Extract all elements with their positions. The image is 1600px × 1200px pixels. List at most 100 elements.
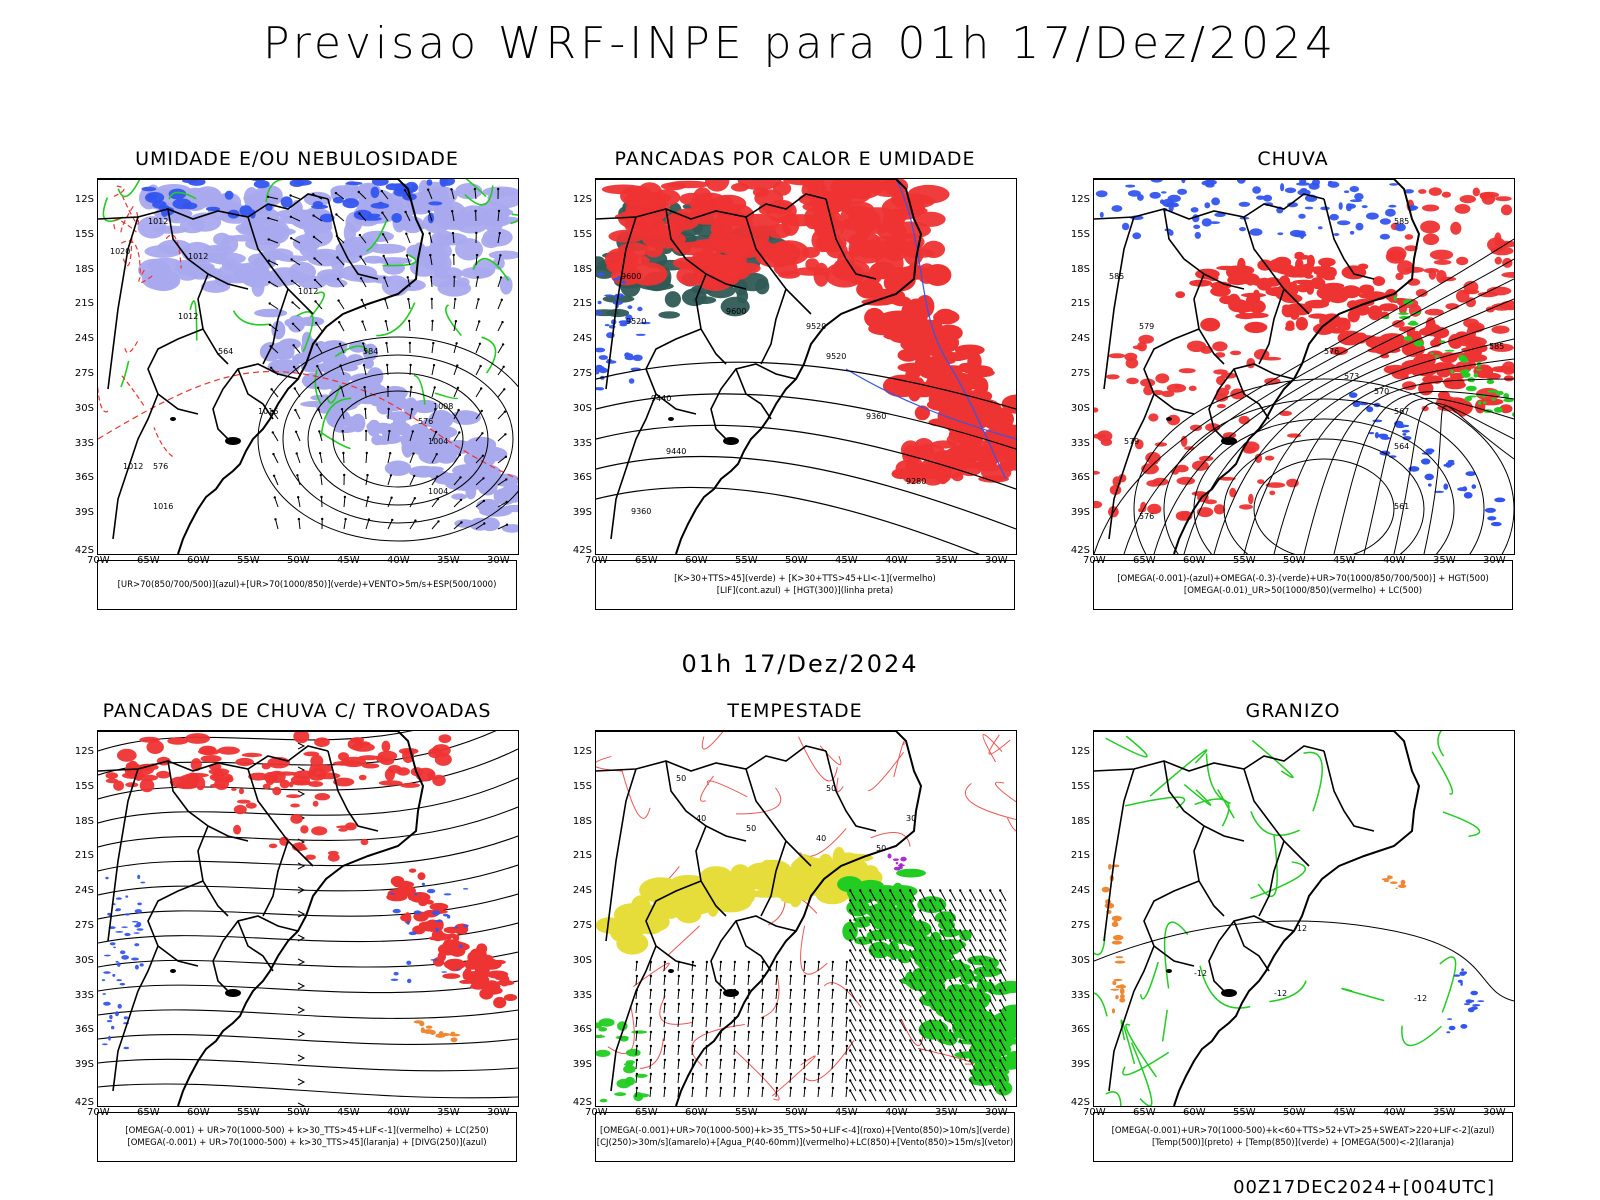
wind-vector <box>969 989 972 992</box>
wind-vector <box>949 1070 957 1082</box>
wind-vector <box>435 453 438 456</box>
streamline <box>98 1083 518 1099</box>
humidity-area <box>291 272 308 284</box>
wind-vector <box>404 210 407 214</box>
humidity-area <box>304 225 333 247</box>
wind-vector <box>869 1080 877 1092</box>
humidity-area <box>317 269 345 281</box>
wind-vector <box>803 1045 806 1056</box>
wind-vector <box>969 929 972 932</box>
wind-vector <box>939 1059 942 1062</box>
omega-area <box>1304 206 1314 210</box>
wind-vector <box>869 1000 877 1012</box>
rain-area <box>1105 374 1120 380</box>
wind-vector <box>999 989 1002 992</box>
omega-area <box>1408 466 1420 472</box>
temp-850-contour <box>1130 1042 1153 1106</box>
lat-tick-label: 39S <box>572 1059 592 1071</box>
wind-vector <box>761 960 765 964</box>
wind-vector <box>338 342 342 346</box>
humidity-area <box>178 266 214 277</box>
humidity-area <box>428 410 454 430</box>
omega-area <box>1349 230 1355 235</box>
wind-vector <box>859 1010 867 1022</box>
wind-vector <box>999 1009 1002 1012</box>
wind-vector <box>969 1009 972 1012</box>
wind-vector <box>979 1009 982 1012</box>
rain-area <box>1288 265 1313 278</box>
wind-vector <box>705 1031 708 1042</box>
wind-vector <box>505 478 508 481</box>
wind-vector <box>939 1000 947 1012</box>
streamline <box>98 893 518 920</box>
rain-area <box>1309 266 1329 273</box>
wind-vector <box>775 1059 778 1070</box>
wind-850-area <box>903 920 932 938</box>
lat-tick-label: 36S <box>74 472 94 484</box>
thickness-contour <box>124 341 139 354</box>
wind-vector <box>889 1040 897 1052</box>
wind-vector <box>869 899 872 902</box>
panel-title: UMIDADE E/OU NEBULOSIDADE <box>135 148 459 170</box>
wind-vector <box>999 940 1007 952</box>
wind-vector <box>450 188 453 191</box>
wind-vector <box>482 477 485 480</box>
wind-850-area <box>904 971 915 987</box>
wind-vector <box>889 960 897 972</box>
wind-vector <box>879 1090 887 1102</box>
wind-vector <box>292 344 295 347</box>
wind-vector <box>889 1039 892 1042</box>
wind-vector <box>296 453 301 464</box>
hail-area <box>1463 971 1467 975</box>
humidity-core <box>141 186 157 192</box>
wind-vector <box>999 1069 1002 1072</box>
wind-850-area <box>1007 1053 1016 1064</box>
wind-vector <box>719 1087 722 1098</box>
rain-area <box>1244 321 1268 333</box>
omega-area <box>1293 232 1307 238</box>
wind-vector <box>635 1003 638 1014</box>
wind-vector <box>831 961 834 972</box>
wind-vector <box>453 499 462 508</box>
omega-area <box>1408 205 1418 211</box>
wind-vector <box>705 1003 708 1014</box>
rain-area <box>1147 503 1162 515</box>
lat-tick-label: 36S <box>1070 1024 1090 1036</box>
wind-vector <box>879 949 882 952</box>
omega-area <box>1471 484 1477 489</box>
contour-label: 567 <box>1394 407 1409 416</box>
instability-li-area <box>936 308 955 320</box>
storm-area <box>245 802 257 809</box>
wind-vector <box>889 979 892 982</box>
wind-vector <box>719 960 723 964</box>
wind-vector <box>789 1087 792 1098</box>
wind-vector <box>859 990 867 1002</box>
wind-vector <box>775 960 779 964</box>
wind-vector <box>939 1050 947 1062</box>
humidity-area <box>407 423 431 444</box>
storm-area <box>241 752 263 758</box>
wind-vector <box>501 320 504 324</box>
lif-contour <box>598 355 608 360</box>
rain-area <box>1175 291 1186 299</box>
wind-vector <box>663 1058 667 1062</box>
lat-tick-label: 21S <box>572 298 592 310</box>
contour-label: 9440 <box>651 394 671 403</box>
temp-850-contour <box>1199 965 1251 1009</box>
wind-vector <box>869 939 872 942</box>
wind-vector <box>969 1049 972 1052</box>
wind-vector <box>909 1000 917 1012</box>
wind-vector <box>979 1069 982 1072</box>
wind-vector <box>296 474 299 477</box>
wind-vector <box>817 1045 820 1056</box>
wind-vector <box>475 388 482 398</box>
wind-vector <box>899 989 902 992</box>
wind-vector <box>919 1060 927 1072</box>
wind-vector <box>500 298 503 301</box>
wind-vector <box>889 1050 897 1062</box>
wind-vector <box>929 1069 932 1072</box>
wind-vector <box>315 343 318 346</box>
humidity-area <box>482 228 513 247</box>
wind-vector <box>939 990 947 1002</box>
wind-vector <box>338 321 345 332</box>
